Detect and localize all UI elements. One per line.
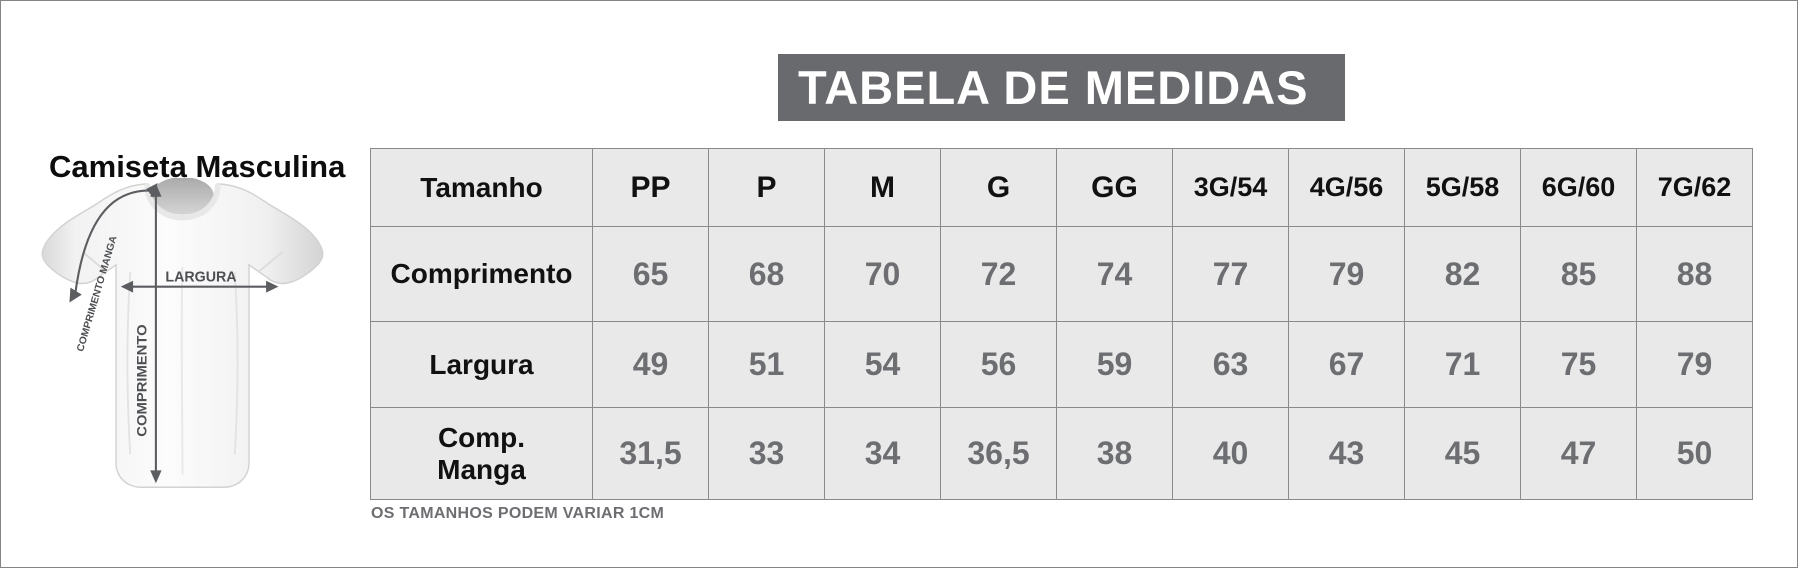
svg-text:COMPRIMENTO: COMPRIMENTO — [135, 324, 151, 436]
svg-text:LARGURA: LARGURA — [165, 269, 237, 285]
